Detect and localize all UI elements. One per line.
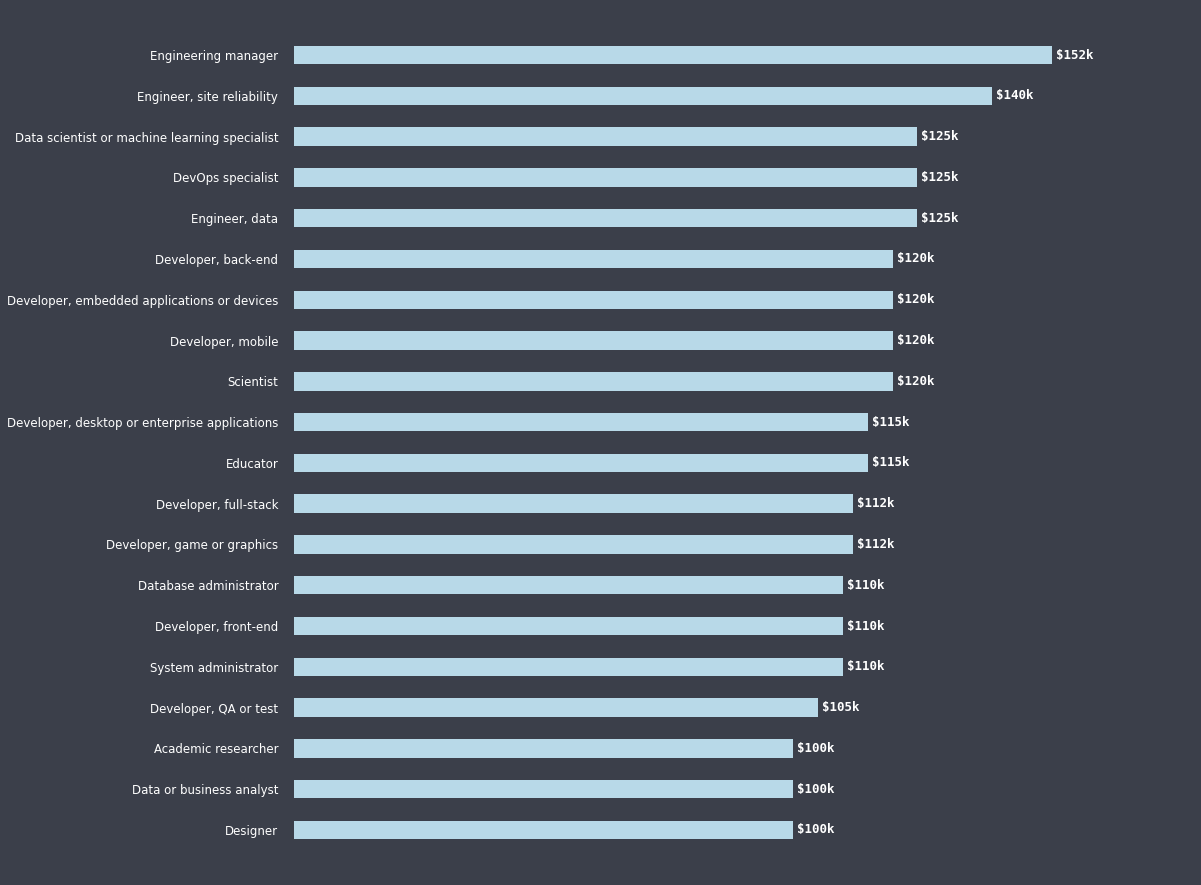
Text: $115k: $115k xyxy=(872,416,909,428)
Bar xyxy=(294,168,918,187)
Text: $110k: $110k xyxy=(847,660,884,673)
Text: $110k: $110k xyxy=(847,620,884,633)
Bar xyxy=(294,250,892,268)
Bar xyxy=(294,576,843,595)
Text: $100k: $100k xyxy=(796,782,835,796)
Bar xyxy=(294,290,892,309)
Text: $125k: $125k xyxy=(921,130,958,143)
Text: $140k: $140k xyxy=(997,89,1034,103)
Text: $125k: $125k xyxy=(921,212,958,225)
Bar xyxy=(294,739,793,758)
Bar xyxy=(294,698,818,717)
Bar xyxy=(294,46,1052,65)
Bar xyxy=(294,820,793,839)
Bar xyxy=(294,331,892,350)
Bar xyxy=(294,209,918,227)
Text: $120k: $120k xyxy=(897,375,934,388)
Bar xyxy=(294,495,853,512)
Text: $112k: $112k xyxy=(856,497,895,510)
Bar xyxy=(294,658,843,676)
Text: $152k: $152k xyxy=(1056,49,1094,62)
Text: $120k: $120k xyxy=(897,334,934,347)
Bar xyxy=(294,127,918,146)
Bar xyxy=(294,413,867,431)
Bar xyxy=(294,617,843,635)
Text: $100k: $100k xyxy=(796,742,835,755)
Text: $115k: $115k xyxy=(872,457,909,469)
Bar xyxy=(294,780,793,798)
Text: $125k: $125k xyxy=(921,171,958,184)
Bar xyxy=(294,87,992,105)
Bar xyxy=(294,535,853,554)
Bar xyxy=(294,454,867,472)
Bar xyxy=(294,373,892,390)
Text: $120k: $120k xyxy=(897,293,934,306)
Text: $120k: $120k xyxy=(897,252,934,266)
Text: $112k: $112k xyxy=(856,538,895,551)
Text: $110k: $110k xyxy=(847,579,884,592)
Text: $105k: $105k xyxy=(821,701,859,714)
Text: $100k: $100k xyxy=(796,823,835,836)
